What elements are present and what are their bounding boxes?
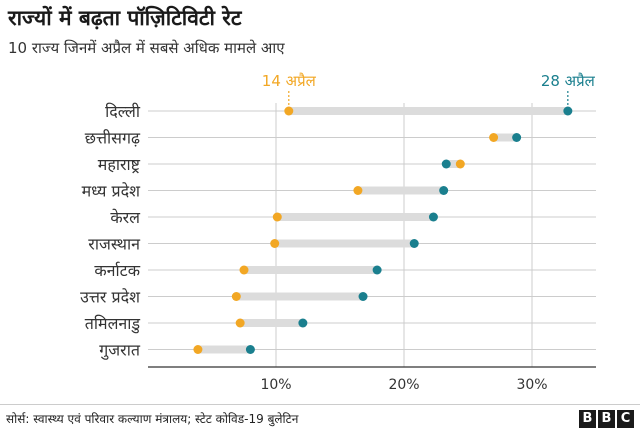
end-point	[298, 318, 308, 328]
legend-start-label: 14 अप्रैल	[262, 72, 317, 90]
start-point	[193, 345, 203, 354]
chart-subtitle: 10 राज्य जिनमें अप्रैल में सबसे अधिक माम…	[8, 39, 285, 57]
logo-letter-b2: B	[598, 410, 615, 428]
start-point	[455, 159, 465, 169]
chart-title: राज्यों में बढ़ता पॉज़िटिविटी रेट	[8, 6, 242, 30]
start-point	[235, 318, 245, 328]
category-label: कर्नाटक	[94, 261, 140, 280]
source-note: सोर्स: स्वास्थ्य एवं परिवार कल्याण मंत्र…	[6, 412, 299, 426]
end-point	[245, 345, 255, 354]
end-point	[372, 265, 382, 275]
start-point	[270, 239, 280, 248]
category-label: छत्तीसगढ़	[85, 129, 141, 148]
logo-letter-b1: B	[579, 410, 596, 428]
start-point	[489, 133, 499, 142]
end-point	[428, 212, 438, 222]
start-point	[231, 292, 241, 301]
logo-letter-c: C	[617, 410, 634, 428]
end-point	[358, 292, 368, 301]
end-point	[512, 133, 522, 142]
end-point	[441, 159, 451, 169]
category-label: दिल्ली	[105, 102, 141, 121]
x-tick-label: 20%	[388, 377, 419, 393]
x-tick-label: 10%	[260, 377, 291, 393]
legend-end-label: 28 अप्रैल	[541, 72, 596, 90]
category-label: तमिलनाडु	[85, 314, 141, 334]
end-point	[439, 186, 449, 195]
start-point	[284, 106, 294, 116]
category-label: उत्तर प्रदेश	[80, 288, 141, 307]
start-point	[272, 212, 282, 222]
category-label: गुजरात	[99, 341, 141, 361]
footer-divider	[0, 404, 640, 405]
dumbbell-chart: 10% 20% 30% दिल्ली छत्तीसगढ़ महाराष्ट्र मध्य प…	[80, 72, 596, 393]
category-label: राजस्थान	[88, 235, 141, 254]
category-label: केरल	[110, 208, 141, 227]
start-point	[239, 265, 249, 275]
category-label: मध्य प्रदेश	[82, 182, 142, 201]
category-label: महाराष्ट्र	[98, 155, 141, 174]
end-point	[563, 106, 573, 116]
start-point	[353, 186, 363, 195]
x-tick-label: 30%	[516, 377, 547, 393]
bbc-logo: B B C	[579, 410, 634, 428]
end-point	[409, 239, 419, 248]
